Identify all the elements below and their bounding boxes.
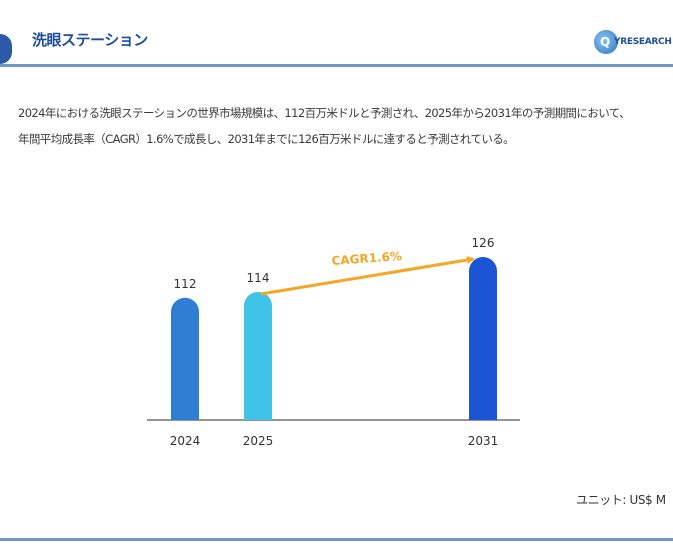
description-line-1: 2024年における洗眼ステーションの世界市場規模は、112百万米ドルと予測され、… — [18, 106, 631, 120]
market-description: 2024年における洗眼ステーションの世界市場規模は、112百万米ドルと予測され、… — [18, 100, 663, 152]
header-accent-tab — [0, 34, 12, 64]
bar-2024 — [171, 297, 199, 420]
page-title: 洗眼ステーション — [32, 31, 148, 49]
header-divider — [0, 64, 673, 67]
data-label-2031: 126 — [472, 236, 495, 250]
x-tick-label-2024: 2024 — [170, 434, 201, 448]
cagr-annotation: CAGR1.6% — [331, 249, 402, 268]
header: 洗眼ステーション Q YRESEARCH — [0, 0, 673, 70]
logo-letter: Q — [600, 35, 611, 49]
unit-label: ユニット: US$ M — [576, 493, 666, 507]
data-label-2025: 114 — [247, 271, 270, 285]
logo-globe-icon: Q — [594, 30, 618, 54]
bar-2031 — [469, 257, 497, 420]
x-tick-label-2025: 2025 — [243, 434, 274, 448]
qyresearch-logo: Q YRESEARCH — [594, 29, 672, 57]
description-line-2: 年間平均成長率（CAGR）1.6%で成長し、2031年までに126百万米ドルに達… — [18, 132, 515, 146]
cagr-arrow — [260, 256, 475, 296]
logo-text: YRESEARCH — [614, 37, 672, 47]
data-label-2024: 112 — [174, 277, 197, 291]
footer-divider — [0, 538, 673, 541]
x-tick-label-2031: 2031 — [468, 434, 499, 448]
bar-2025 — [244, 291, 272, 420]
